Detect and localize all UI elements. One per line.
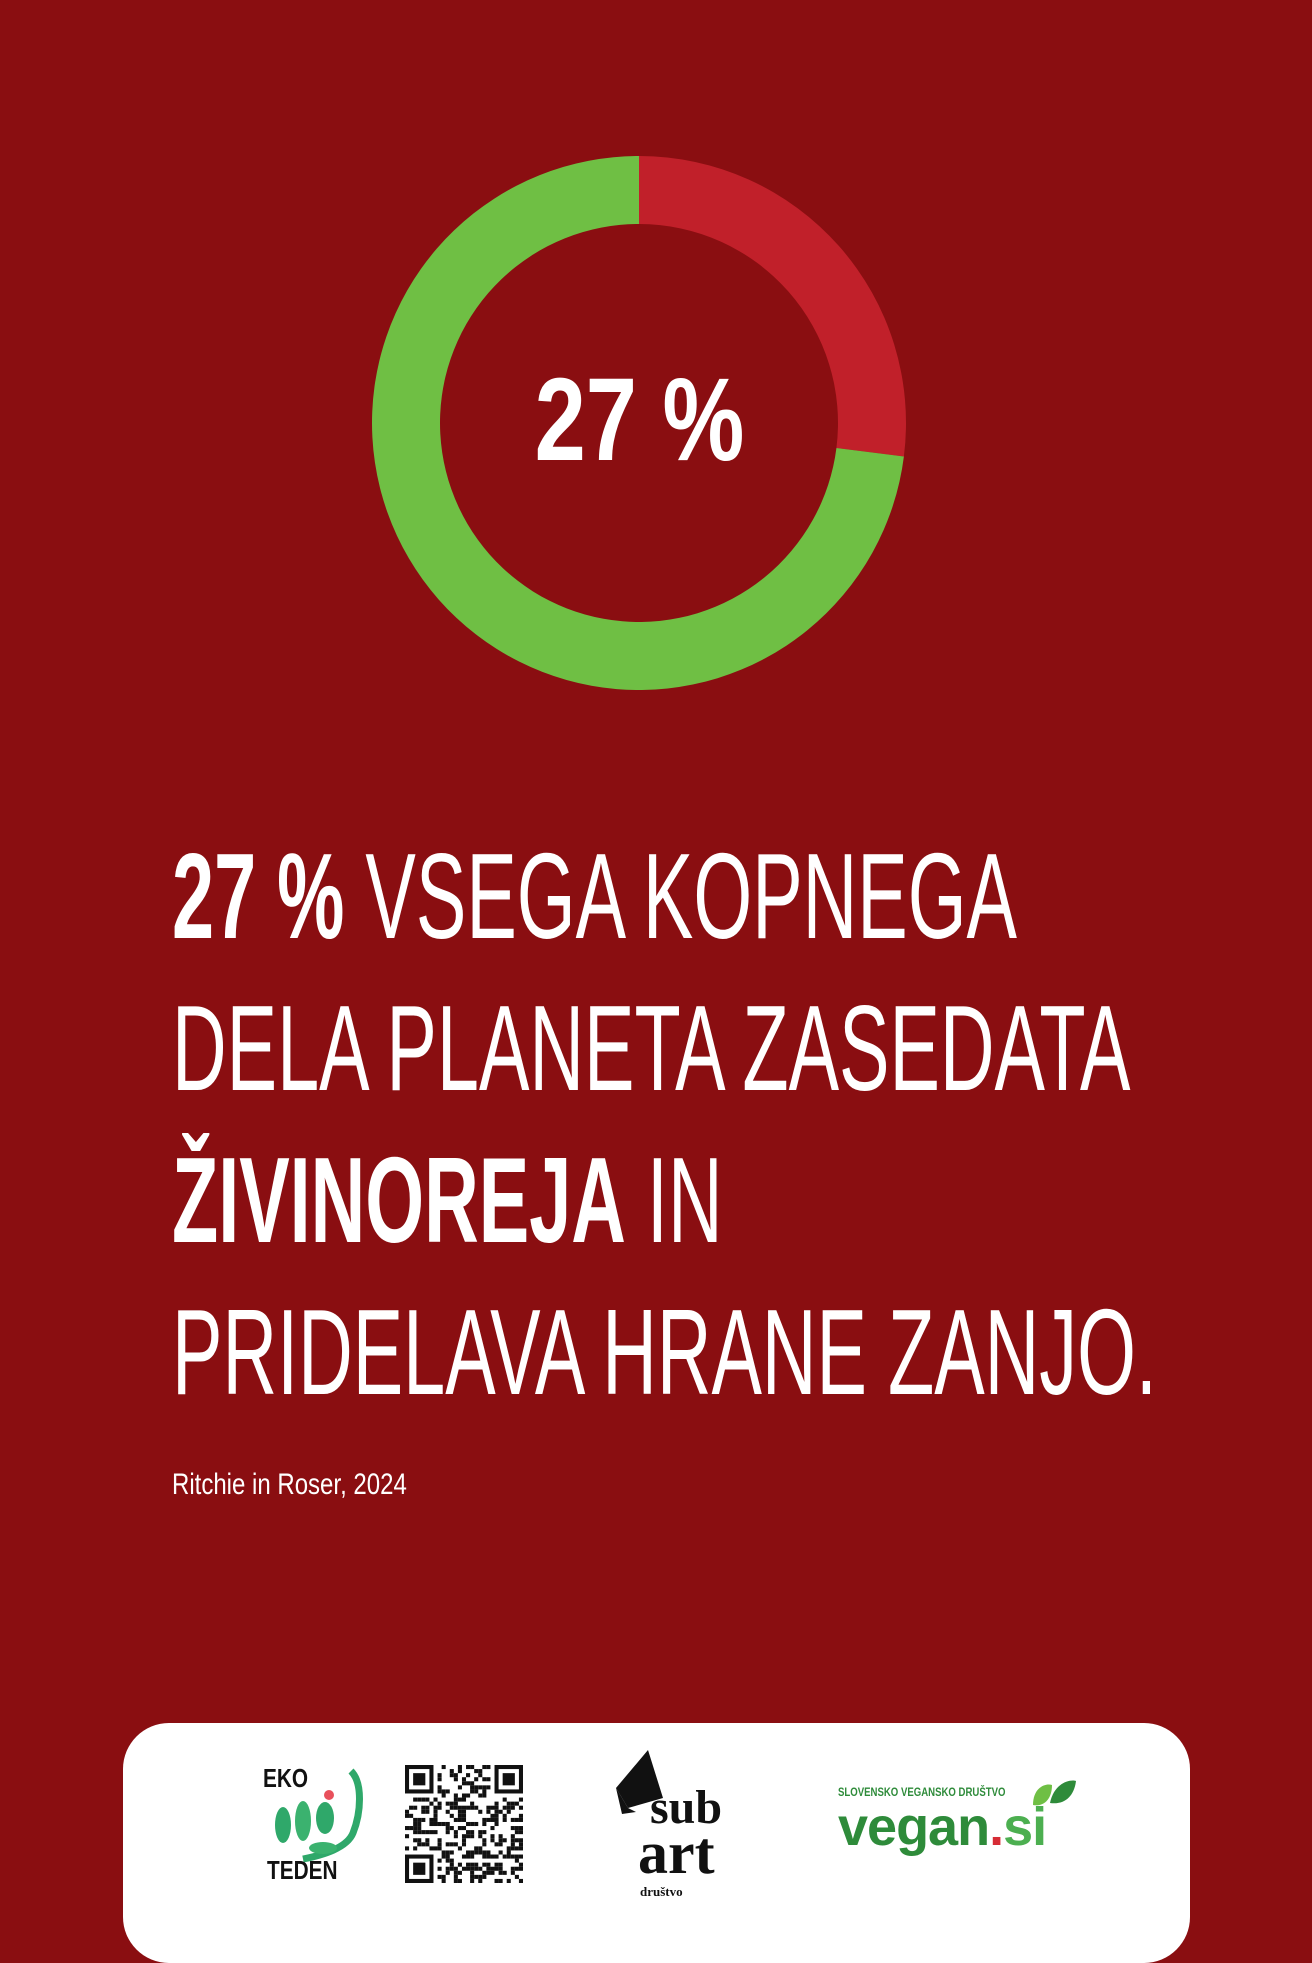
subart-logo: sub art društvo <box>608 1748 758 1899</box>
center-value: 27 % <box>534 354 744 486</box>
qr-code-icon[interactable] <box>405 1765 523 1883</box>
teden-text: TEDEN <box>267 1855 338 1885</box>
art-text: art <box>638 1820 715 1886</box>
donut-center-label: 27 % <box>439 360 839 480</box>
headline-line-4: PRIDELAVA HRANE ZANJO. <box>172 1276 1157 1428</box>
vegan-wordmark: vegan.si <box>838 1799 1078 1855</box>
headline-bold-percent: 27 % <box>172 828 345 964</box>
vegan-si-logo: SLOVENSKO VEGANSKO DRUŠTVO vegan.si <box>838 1780 1078 1865</box>
donut-slice-livestock <box>639 156 906 457</box>
footer-logos: EKO TEDEN sub art društvo SLOVENSKO VEGA… <box>123 1723 1190 1963</box>
drustvo-text: društvo <box>640 1884 683 1899</box>
donut-chart <box>372 155 906 690</box>
headline-text: DELA PLANETA ZASEDATA <box>172 980 1131 1116</box>
eko-text: EKO <box>263 1763 309 1793</box>
headline-line-3: ŽIVINOREJA IN <box>172 1124 1157 1276</box>
headline-line-1: 27 % VSEGA KOPNEGA <box>172 820 1157 972</box>
vegan-name: vegan <box>838 1797 990 1857</box>
leaf-decoration-icon <box>275 1768 363 1863</box>
vegan-tagline: SLOVENSKO VEGANSKO DRUŠTVO <box>838 1785 1006 1799</box>
headline-bold-word: ŽIVINOREJA <box>172 1132 626 1268</box>
headline-text: IN <box>625 1132 723 1268</box>
sub-text: sub <box>650 1781 723 1834</box>
headline: 27 % VSEGA KOPNEGA DELA PLANETA ZASEDATA… <box>172 820 1312 1428</box>
vegan-tld: si <box>1003 1797 1047 1857</box>
headline-text: VSEGA KOPNEGA <box>344 828 1018 964</box>
megaphone-icon <box>616 1750 663 1814</box>
eko-teden-logo: EKO TEDEN <box>263 1763 368 1885</box>
leaf-icon <box>1033 1780 1076 1806</box>
headline-text: PRIDELAVA HRANE ZANJO. <box>172 1284 1157 1420</box>
vegan-dot: . <box>989 1797 1004 1857</box>
headline-line-2: DELA PLANETA ZASEDATA <box>172 972 1157 1124</box>
citation: Ritchie in Roser, 2024 <box>172 1468 407 1501</box>
